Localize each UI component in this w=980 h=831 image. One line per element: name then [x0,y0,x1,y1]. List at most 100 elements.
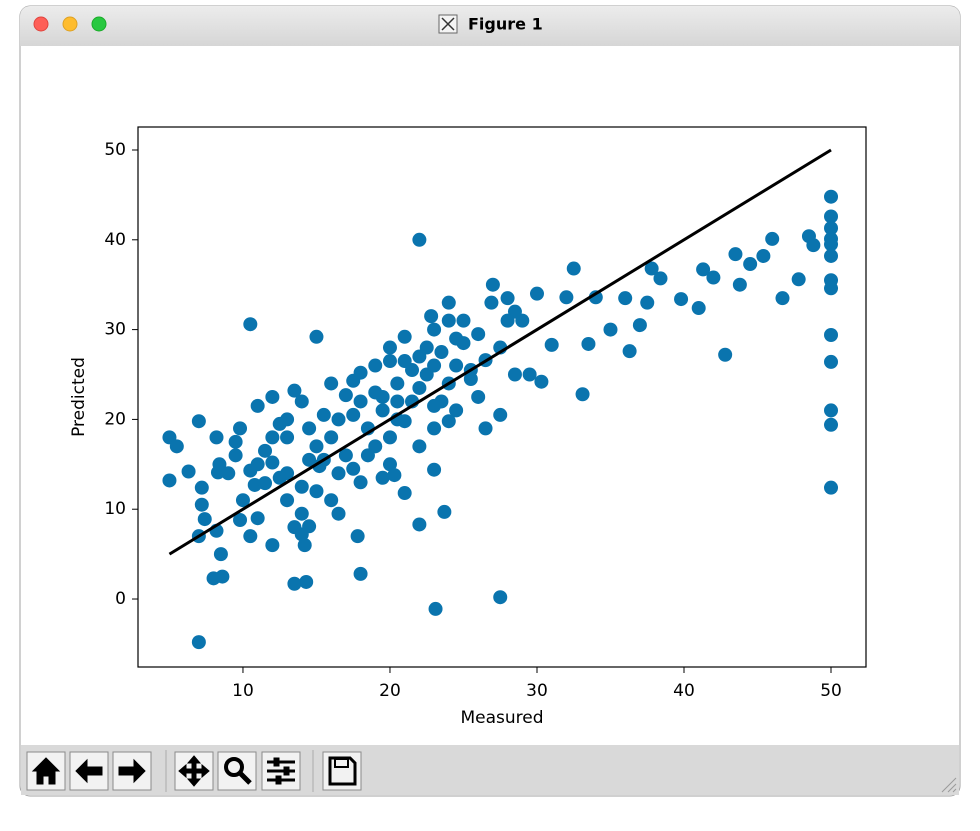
scatter-point [824,209,839,224]
back-icon [75,758,103,784]
zoom-button[interactable] [91,16,107,32]
scatter-point [169,439,184,454]
scatter-point [412,517,427,532]
scatter-point [233,512,248,527]
scatter-point [743,257,758,272]
scatter-point [824,237,839,252]
scatter-point [456,313,471,328]
configure-knob [273,757,280,767]
scatter-point [324,376,339,391]
scatter-point [493,407,508,422]
x-tick-label: 50 [820,681,842,701]
scatter-point [368,358,383,373]
scatter-point [824,248,839,263]
scatter-point [824,417,839,432]
scatter-point [581,336,596,351]
scatter-point [824,221,839,236]
toolbar-icons [31,755,357,787]
scatter-point [213,547,228,562]
scatter-point [353,394,368,409]
scatter-point [575,387,590,402]
scatter-point [824,189,839,204]
y-tick-label: 0 [115,589,126,609]
scatter-point [215,569,230,584]
scatter-point [350,529,365,544]
scatter-point [427,322,442,337]
scatter-point [390,394,405,409]
scatter-point [456,336,471,351]
scatter-point [824,480,839,495]
scatter-point [640,295,655,310]
scatter-point [191,414,206,429]
scatter-point [280,466,295,481]
scatter-point [280,493,295,508]
y-tick-label: 10 [104,499,126,519]
scatter-point [360,448,375,463]
scatter-point [368,385,383,400]
scatter-point [559,290,574,305]
scatter-point [243,317,258,332]
scatter-point [507,367,522,382]
scatter-point [691,301,706,316]
scatter-point [534,374,549,389]
scatter-point [427,462,442,477]
scatter-point [247,477,262,492]
scatter-point [287,576,302,591]
scatter-point [485,277,500,292]
save-icon-label [334,758,349,768]
scatter-point [162,473,177,488]
scatter-point [265,389,280,404]
y-tick-label: 50 [104,140,126,160]
scatter-point [265,538,280,553]
minimize-button[interactable] [62,16,78,32]
scatter-point [294,506,309,521]
configure-knob [275,775,282,785]
scatter-point [791,272,806,287]
scatter-point [603,322,618,337]
scatter-point [194,497,209,512]
scatter-point [427,421,442,436]
close-button[interactable] [33,16,49,32]
scatter-point [265,455,280,470]
fit-line [168,148,832,556]
scatter-point [324,430,339,445]
scatter-point [309,439,324,454]
scatter-point [566,261,581,276]
scatter-point [250,511,265,526]
x-tick-label: 40 [673,681,695,701]
scatter-point [302,421,317,436]
app-icon-glyph [441,17,455,31]
x-tick-label: 20 [379,681,401,701]
scatter-point [324,493,339,508]
pan-icon [178,755,210,787]
scatter-point [622,344,637,359]
scatter-point [765,231,780,246]
scatter-point [434,345,449,360]
scatter-point [233,421,248,436]
scatter-point [221,466,236,481]
scatter-point [728,247,743,262]
scatter-point [718,347,733,362]
scatter-point [471,327,486,342]
home-icon [31,757,61,785]
x-tick-label: 10 [232,681,254,701]
scatter-point [375,403,390,418]
scatter-point [732,277,747,292]
scatter-point [258,443,273,458]
scatter-point [644,261,659,276]
window [19,5,961,797]
scatter-point [309,484,324,499]
scatter-point [500,313,515,328]
scatter-point [338,448,353,463]
scatter-point [588,290,603,305]
scatter-point [428,601,443,616]
plot [162,148,839,650]
scatter-point [522,367,537,382]
resize-grip[interactable] [941,777,957,793]
x-tick-label: 30 [526,681,548,701]
scatter-point [309,329,324,344]
scatter-point [824,281,839,296]
scatter-point [756,248,771,263]
window-title: Figure 1 [468,15,543,34]
y-tick-label: 30 [104,320,126,340]
